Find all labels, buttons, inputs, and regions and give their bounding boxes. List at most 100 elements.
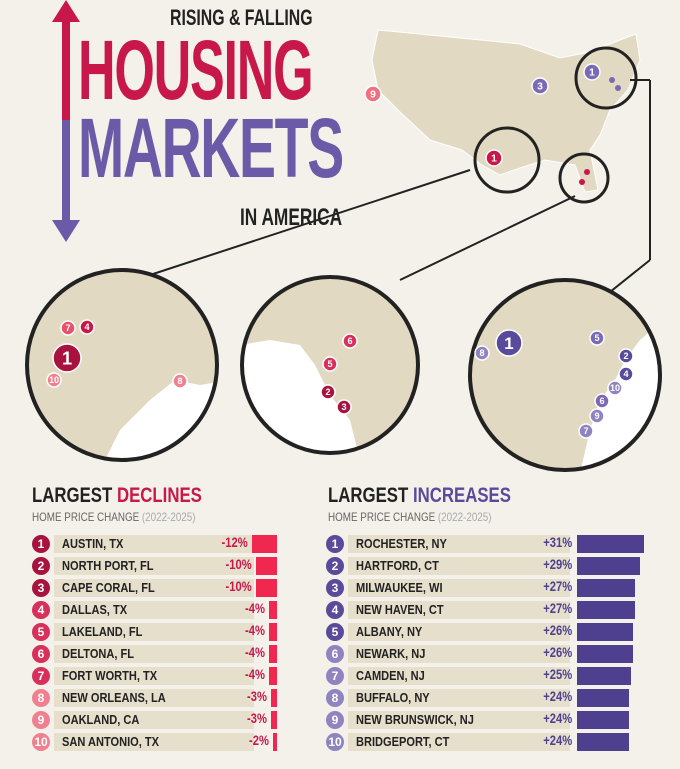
bar <box>577 667 632 685</box>
increases-subtitle: HOME PRICE CHANGE (2022-2025) <box>328 510 492 524</box>
city-name: NEWARK, NJ <box>356 646 426 661</box>
rank-badge: 6 <box>32 645 50 663</box>
map-pin <box>589 330 605 346</box>
city-name: HARTFORD, CT <box>356 558 439 573</box>
map-pin <box>172 373 188 389</box>
value-label: -4% <box>244 644 265 660</box>
map-pin <box>46 372 62 388</box>
map-pin <box>342 333 358 349</box>
row-background <box>54 601 254 619</box>
bar <box>577 689 629 707</box>
row-background <box>54 557 254 575</box>
value-label: -3% <box>246 710 267 726</box>
rank-badge: 1 <box>32 535 50 553</box>
row-background <box>348 667 570 685</box>
bar-row: 5 ALBANY, NY +26% <box>326 622 666 642</box>
rank-badge: 8 <box>326 689 344 707</box>
bar <box>577 733 629 751</box>
rank-badge: 10 <box>32 733 50 751</box>
value-label: +24% <box>543 688 572 704</box>
value-label: -4% <box>244 600 265 616</box>
row-background <box>348 645 570 663</box>
city-name: CAPE CORAL, FL <box>62 580 155 595</box>
map-pin-label: 2 <box>325 387 330 397</box>
bar-row: 9 OAKLAND, CA -3% <box>32 710 372 730</box>
bar <box>268 645 277 663</box>
rank-badge: 2 <box>326 557 344 575</box>
map-pin-label: 10 <box>610 383 620 393</box>
map-pin <box>531 77 549 95</box>
rank-badge: 4 <box>326 601 344 619</box>
bar <box>270 711 277 729</box>
value-label: -12% <box>221 534 248 550</box>
city-name: LAKELAND, FL <box>62 624 143 639</box>
map-pin <box>474 345 490 361</box>
value-label: +26% <box>543 622 572 638</box>
bar <box>577 579 636 597</box>
map-pin-label: 4 <box>84 322 90 332</box>
bar-row: 8 BUFFALO, NY +24% <box>326 688 666 708</box>
city-name: DELTONA, FL <box>62 646 135 661</box>
rank-badge: 9 <box>32 711 50 729</box>
bar <box>268 667 277 685</box>
map-pin-label: 3 <box>537 82 543 93</box>
bar-row: 6 DELTONA, FL -4% <box>32 644 372 664</box>
map-pin-label: 5 <box>327 359 332 369</box>
bar <box>270 689 277 707</box>
row-background <box>348 601 570 619</box>
rank-badge: 2 <box>32 557 50 575</box>
bar-row: 10 SAN ANTONIO, TX -2% <box>32 732 372 752</box>
map-pin <box>594 393 610 409</box>
bar-row: 8 NEW ORLEANS, LA -3% <box>32 688 372 708</box>
map-pin-label: 1 <box>504 334 513 353</box>
bar-row: 6 NEWARK, NJ +26% <box>326 644 666 664</box>
city-name: SAN ANTONIO, TX <box>62 734 160 749</box>
bar-row: 7 FORT WORTH, TX -4% <box>32 666 372 686</box>
rank-badge: 6 <box>326 645 344 663</box>
title-top: RISING & FALLING <box>170 5 313 30</box>
map-pin-label: 4 <box>623 369 629 379</box>
value-label: +25% <box>543 666 572 682</box>
map-pin-label: 6 <box>347 336 352 346</box>
map-pin-label: 1 <box>491 154 497 165</box>
row-background <box>54 623 254 641</box>
map-pin <box>322 356 338 372</box>
city-name: FORT WORTH, TX <box>62 668 158 683</box>
city-name: DALLAS, TX <box>62 602 128 617</box>
map-pin <box>485 149 503 167</box>
map-pin <box>364 85 382 103</box>
bar-row: 3 CAPE CORAL, FL -10% <box>32 578 372 598</box>
city-name: NORTH PORT, FL <box>62 558 154 573</box>
rank-badge: 5 <box>32 623 50 641</box>
bar-row: 9 NEW BRUNSWICK, NJ +24% <box>326 710 666 730</box>
bar-row: 4 DALLAS, TX -4% <box>32 600 372 620</box>
rank-badge: 3 <box>326 579 344 597</box>
city-name: NEW HAVEN, CT <box>356 602 444 617</box>
bar <box>268 623 277 641</box>
increases-header: LARGEST INCREASES HOME PRICE CHANGE (202… <box>328 484 557 524</box>
map-pin-label: 7 <box>65 323 70 333</box>
value-label: +27% <box>543 600 572 616</box>
value-label: -10% <box>226 556 253 572</box>
row-background <box>348 557 570 575</box>
bar <box>577 645 634 663</box>
bar-row: 2 HARTFORD, CT +29% <box>326 556 666 576</box>
map-pin-label: 10 <box>49 375 59 385</box>
map-pin <box>52 343 82 373</box>
bar-row: 1 AUSTIN, TX -12% <box>32 534 372 554</box>
declines-title: LARGEST DECLINES <box>32 484 202 507</box>
map-pin <box>79 319 95 335</box>
map-pin <box>618 348 634 364</box>
up-down-arrow-icon <box>52 0 80 242</box>
map-pin-label: 9 <box>370 90 376 101</box>
bar <box>252 535 277 553</box>
map-pin <box>618 366 634 382</box>
city-name: MILWAUKEE, WI <box>356 580 443 595</box>
map-pin-label: 8 <box>479 348 484 358</box>
increases-title: LARGEST INCREASES <box>328 484 511 507</box>
value-label: -4% <box>244 622 265 638</box>
city-name: NEW BRUNSWICK, NJ <box>356 712 474 727</box>
value-label: +27% <box>543 578 572 594</box>
row-background <box>348 535 570 553</box>
